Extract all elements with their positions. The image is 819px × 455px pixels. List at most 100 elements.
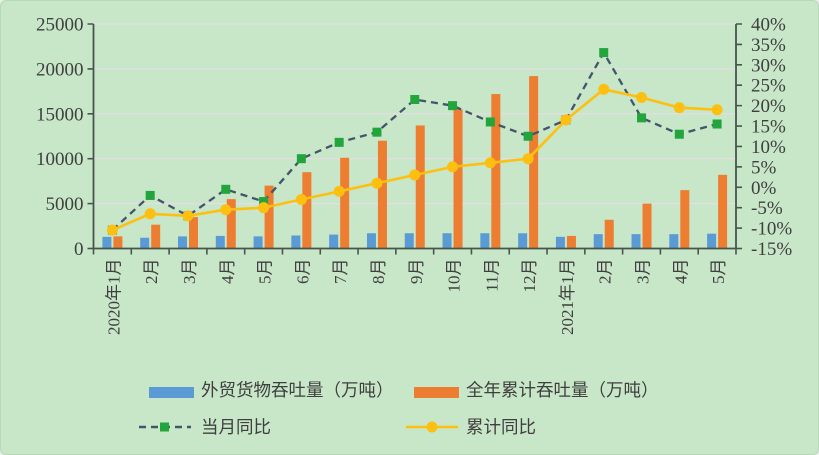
marker-cumulative-yoy xyxy=(484,157,496,169)
marker-monthly-yoy xyxy=(221,184,231,194)
marker-cumulative-yoy xyxy=(409,169,421,181)
y-right-tick-label: 25% xyxy=(751,76,786,97)
bar-cumulative xyxy=(642,203,652,249)
y-left-tick-label: 25000 xyxy=(36,15,84,36)
bar-cumulative xyxy=(302,172,312,249)
bar-foreign-trade xyxy=(177,236,187,249)
y-right-tick-label: 10% xyxy=(751,137,786,158)
bar-cumulative xyxy=(566,235,576,249)
marker-cumulative-yoy xyxy=(522,153,534,165)
bar-foreign-trade xyxy=(253,236,263,249)
bar-foreign-trade xyxy=(404,233,414,249)
x-axis-label: 2020年1月 xyxy=(104,259,123,336)
marker-cumulative-yoy xyxy=(598,83,610,95)
x-axis-label: 2月 xyxy=(142,259,161,285)
y-right-tick-label: 5% xyxy=(751,157,777,178)
x-axis-label: 2月 xyxy=(596,259,615,285)
marker-monthly-yoy xyxy=(372,127,382,137)
bar-foreign-trade xyxy=(442,233,452,249)
bar-foreign-trade xyxy=(140,237,150,249)
marker-monthly-yoy xyxy=(259,197,269,207)
bar-cumulative xyxy=(377,140,387,249)
marker-cumulative-yoy xyxy=(447,161,459,173)
y-right-tick-label: 35% xyxy=(751,35,786,56)
bar-cumulative xyxy=(264,185,274,249)
y-right-tick-label: -15% xyxy=(751,239,792,260)
x-axis-label: 2021年1月 xyxy=(558,259,577,336)
y-left-tick-label: 20000 xyxy=(36,59,84,80)
bar-foreign-trade xyxy=(480,233,490,249)
bar-foreign-trade xyxy=(555,236,565,249)
marker-cumulative-yoy xyxy=(673,102,685,114)
x-axis-label: 6月 xyxy=(293,259,312,285)
bar-foreign-trade xyxy=(518,233,528,249)
y-right-tick-label: 0% xyxy=(751,178,777,199)
y-left-tick-label: 10000 xyxy=(36,149,84,170)
marker-monthly-yoy xyxy=(523,131,533,141)
bar-foreign-trade xyxy=(102,236,112,249)
y-right-tick-label: 40% xyxy=(751,15,786,36)
bar-foreign-trade xyxy=(631,234,641,249)
line-cumulative-yoy xyxy=(111,87,718,232)
x-axis-label: 11月 xyxy=(482,259,501,292)
bar-cumulative xyxy=(340,157,350,249)
x-axis-label: 5月 xyxy=(709,259,728,285)
y-left-tick-label: 0 xyxy=(74,239,84,260)
bar-cumulative xyxy=(529,76,539,249)
y-right-tick-label: -10% xyxy=(751,219,792,240)
bar-foreign-trade xyxy=(707,233,717,249)
bar-foreign-trade xyxy=(366,233,376,249)
bar-cumulative xyxy=(113,236,123,249)
marker-monthly-yoy xyxy=(448,101,458,111)
marker-cumulative-yoy xyxy=(106,224,118,236)
marker-monthly-yoy xyxy=(599,48,609,58)
marker-cumulative-yoy xyxy=(636,91,648,103)
bar-foreign-trade xyxy=(329,234,339,249)
marker-monthly-yoy xyxy=(334,137,344,147)
line-monthly-yoy xyxy=(111,50,718,231)
x-axis-label: 5月 xyxy=(256,259,275,285)
x-axis-label: 7月 xyxy=(331,259,350,285)
marker-cumulative-yoy xyxy=(258,202,270,214)
x-axis-label: 4月 xyxy=(218,259,237,285)
marker-monthly-yoy xyxy=(296,154,306,164)
y-left-tick-label: 15000 xyxy=(36,104,84,125)
marker-cumulative-yoy xyxy=(560,114,572,126)
marker-monthly-yoy xyxy=(712,119,722,129)
bar-foreign-trade xyxy=(215,235,225,249)
marker-monthly-yoy xyxy=(410,95,420,105)
bar-cumulative xyxy=(453,109,463,249)
y-right-tick-label: -5% xyxy=(751,198,783,219)
y-left-tick-label: 5000 xyxy=(46,194,84,215)
marker-cumulative-yoy xyxy=(144,208,156,220)
x-axis-label: 8月 xyxy=(369,259,388,285)
x-axis-label: 9月 xyxy=(407,259,426,285)
bar-cumulative xyxy=(604,219,614,249)
x-axis-label: 4月 xyxy=(671,259,690,285)
bar-foreign-trade xyxy=(593,234,603,249)
bar-cumulative xyxy=(680,190,690,249)
x-axis-label: 10月 xyxy=(445,259,464,293)
marker-monthly-yoy xyxy=(674,129,684,139)
bar-foreign-trade xyxy=(291,235,301,249)
bar-cumulative xyxy=(188,217,198,249)
marker-cumulative-yoy xyxy=(711,104,723,116)
marker-cumulative-yoy xyxy=(333,185,345,197)
marker-monthly-yoy xyxy=(485,117,495,127)
bar-foreign-trade xyxy=(669,234,679,249)
marker-cumulative-yoy xyxy=(182,210,194,222)
marker-monthly-yoy xyxy=(637,113,647,123)
bar-cumulative xyxy=(226,199,236,249)
x-axis-label: 12月 xyxy=(520,259,539,293)
marker-monthly-yoy xyxy=(145,190,155,200)
x-axis-label: 3月 xyxy=(180,259,199,285)
y-right-tick-label: 30% xyxy=(751,55,786,76)
bar-cumulative xyxy=(491,94,501,249)
y-right-tick-label: 15% xyxy=(751,117,786,138)
bar-cumulative xyxy=(151,224,161,249)
marker-cumulative-yoy xyxy=(220,204,232,216)
marker-cumulative-yoy xyxy=(371,177,383,189)
bar-cumulative xyxy=(415,125,425,249)
